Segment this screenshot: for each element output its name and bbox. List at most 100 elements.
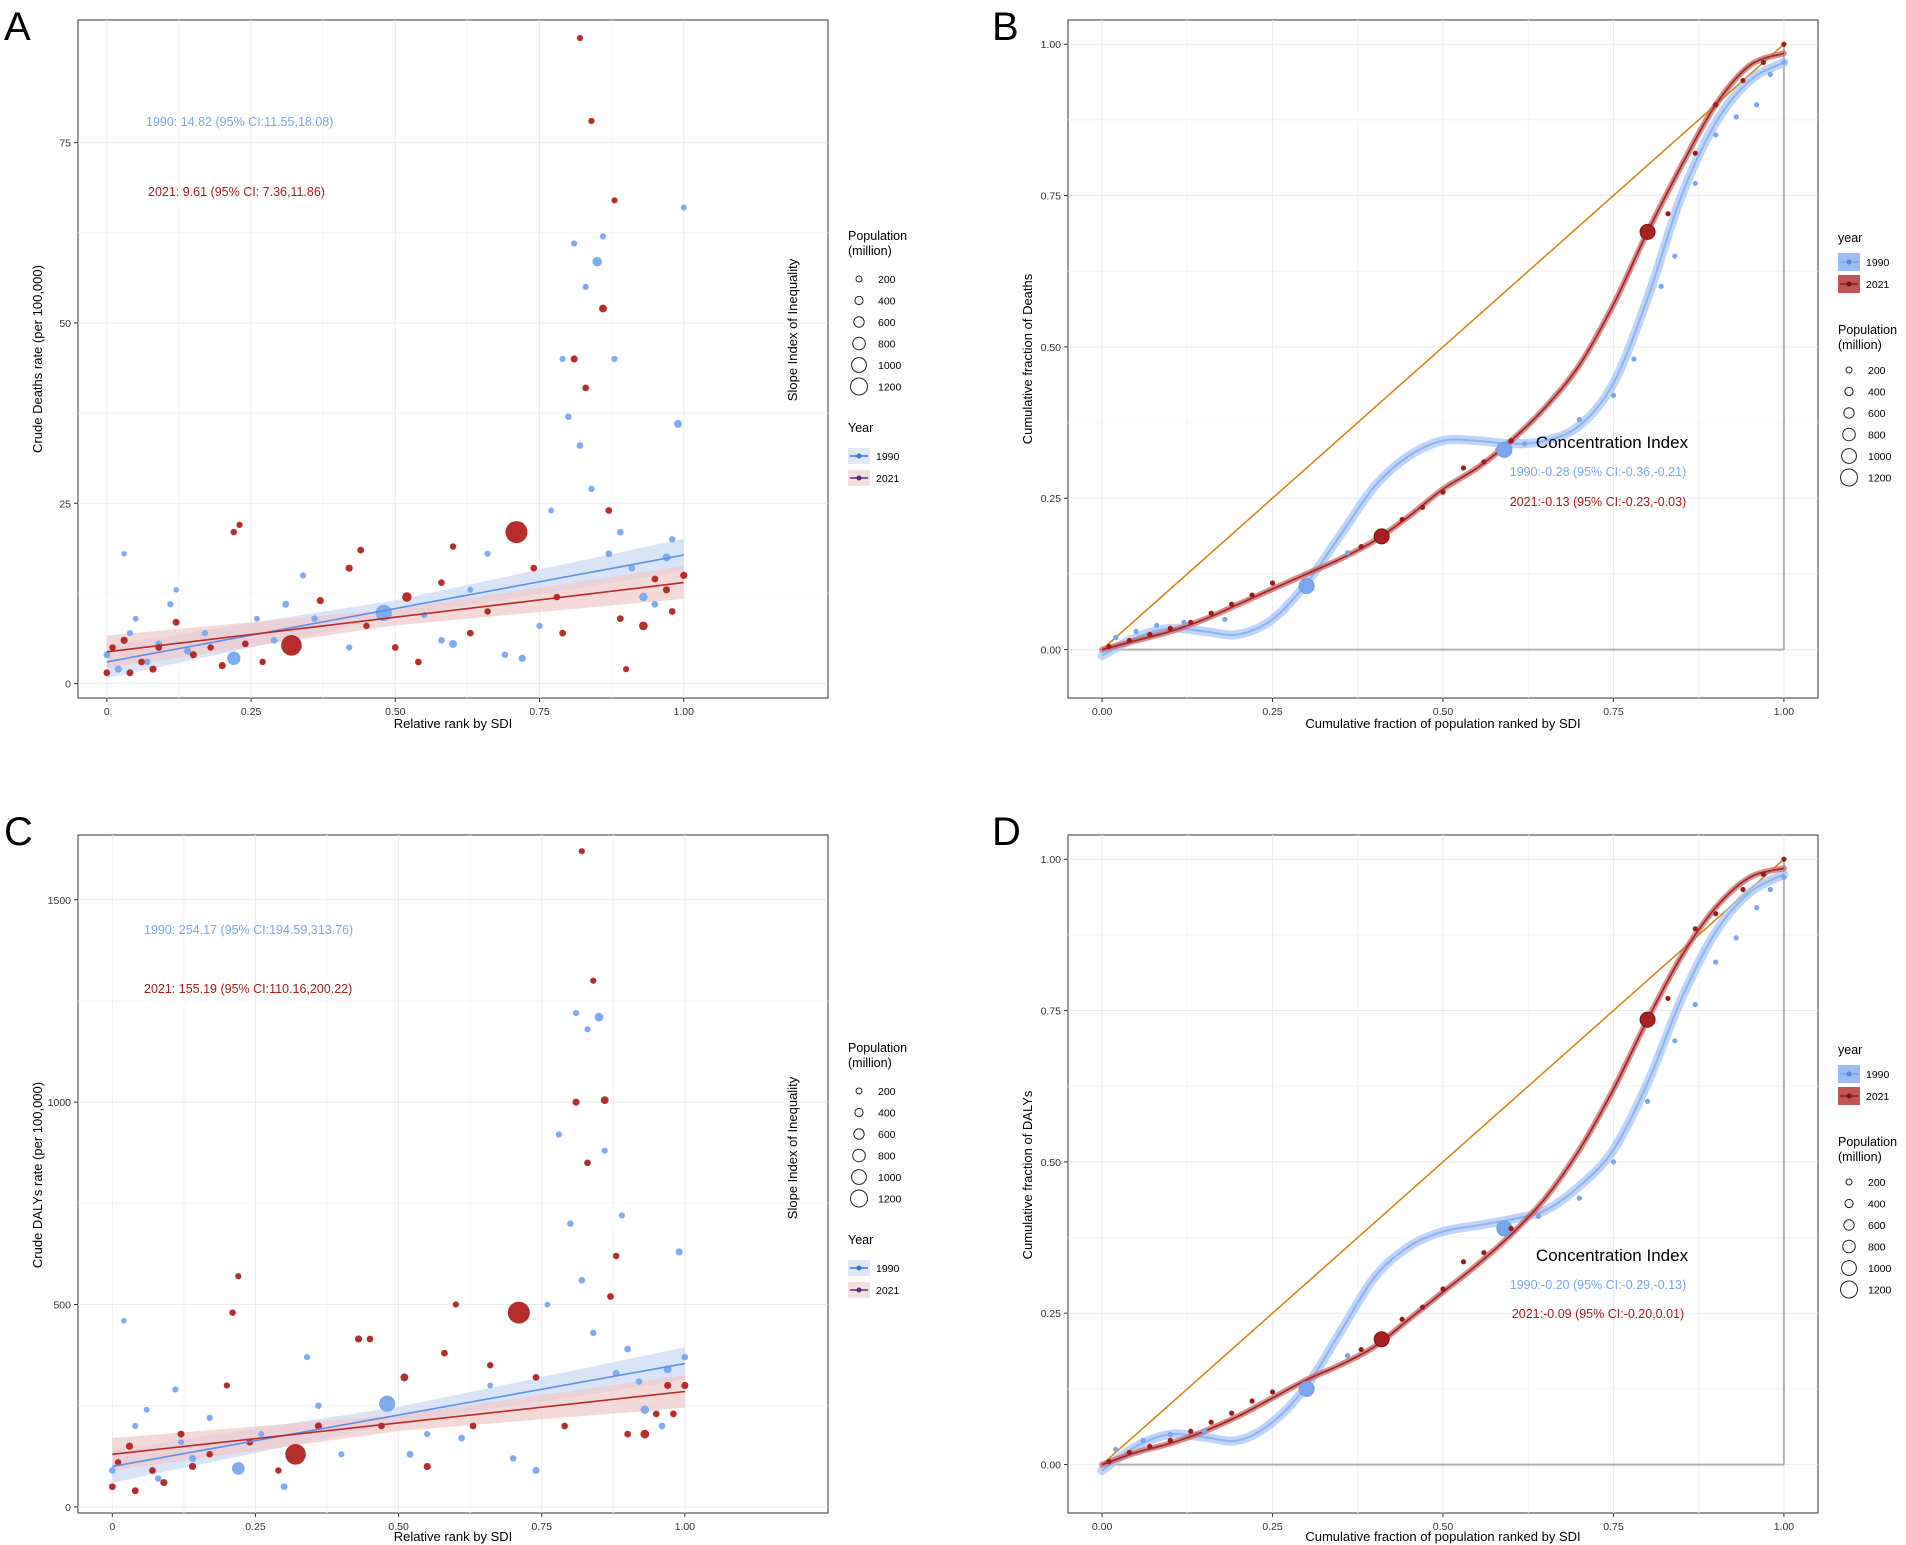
regression-line-1990 xyxy=(112,1362,686,1468)
legend-d-year-2021: 2021 xyxy=(1838,1087,1890,1105)
D-xtick-label: 1.00 xyxy=(1774,1521,1795,1533)
point-2021 xyxy=(622,666,630,673)
point-2021 xyxy=(640,1429,650,1439)
point-2021 xyxy=(1358,544,1364,550)
point-1990 xyxy=(1610,1159,1617,1165)
point-2021 xyxy=(189,651,197,659)
legend-a-dot-2021 xyxy=(856,475,862,481)
point-1990 xyxy=(532,1466,540,1475)
size-legend-circle xyxy=(851,1169,867,1185)
C-xtick-label: 0 xyxy=(109,1521,115,1533)
point-2021 xyxy=(415,658,422,666)
size-legend-label: 1000 xyxy=(1868,1263,1892,1275)
point-2021 xyxy=(230,528,238,536)
point-1990 xyxy=(1713,959,1719,965)
point-1990 xyxy=(1692,180,1698,187)
point-2021 xyxy=(1740,886,1746,893)
point-large-2021 xyxy=(1639,1011,1656,1028)
point-2021 xyxy=(452,1301,459,1308)
point-1990 xyxy=(680,204,687,211)
legend-d-year-title: year xyxy=(1838,1043,1862,1057)
panel-a-regression-lines xyxy=(106,554,684,663)
point-2021 xyxy=(590,977,597,984)
point-2021 xyxy=(624,1430,631,1438)
C-xtick-label: 0.50 xyxy=(388,1521,409,1533)
regression-line-1990 xyxy=(106,554,684,663)
legend-b-dot-2021 xyxy=(1846,281,1852,287)
point-2021 xyxy=(680,571,688,579)
point-1990 xyxy=(628,564,636,572)
size-legend-circle xyxy=(855,1087,863,1095)
point-2021 xyxy=(681,1381,689,1390)
point-2021 xyxy=(1508,1225,1514,1232)
size-legend-label: 800 xyxy=(1868,430,1886,442)
point-1990 xyxy=(121,550,127,557)
panel-b-curves xyxy=(1097,50,1789,661)
point-2021 xyxy=(605,507,613,514)
point-1990 xyxy=(484,550,491,557)
point-2021 xyxy=(507,1301,530,1324)
panel-c-annotation-1990: 1990: 254.17 (95% CI:194.59,313.76) xyxy=(144,923,353,937)
point-1990 xyxy=(555,1131,563,1138)
point-2021 xyxy=(1440,1286,1446,1292)
point-2021 xyxy=(103,669,111,677)
point-1990 xyxy=(1610,392,1617,398)
point-2021 xyxy=(469,1422,477,1430)
point-1990 xyxy=(1644,1098,1651,1104)
point-2021 xyxy=(229,1309,236,1316)
panel-a-annotation-1990: 1990: 14.82 (95% CI:11.55,18.08) xyxy=(146,115,333,129)
point-1990 xyxy=(594,1012,604,1022)
point-2021 xyxy=(1106,643,1112,650)
point-2021 xyxy=(218,661,226,670)
panel-d-x-axis-title: Cumulative fraction of population ranked… xyxy=(1305,1529,1580,1544)
point-2021 xyxy=(668,608,676,615)
point-1990 xyxy=(639,592,648,602)
point-1990 xyxy=(567,1220,574,1227)
point-1990 xyxy=(172,1386,179,1393)
point-1990 xyxy=(674,419,682,428)
point-2021 xyxy=(259,658,266,666)
point-1990 xyxy=(201,629,209,637)
legend-a-sizes: 200 400 600 800 1000 1200 xyxy=(850,274,902,396)
panel-d-ci-title: Concentration Index xyxy=(1536,1246,1689,1265)
point-1990 xyxy=(303,1354,311,1361)
size-legend-label: 400 xyxy=(1868,1199,1886,1211)
point-1990 xyxy=(618,1212,626,1219)
point-2021 xyxy=(357,546,365,554)
point-1990 xyxy=(1658,283,1664,289)
D-ytick-label: 0.75 xyxy=(1041,1006,1062,1018)
legend-c-label-2021: 2021 xyxy=(876,1285,900,1297)
point-2021 xyxy=(1665,211,1671,217)
regression-line-2021 xyxy=(106,581,684,653)
point-2021 xyxy=(1665,995,1671,1002)
point-1990 xyxy=(675,1248,683,1256)
legend-c-pop-title-2: (million) xyxy=(848,1056,892,1070)
D-xtick-label: 0.50 xyxy=(1433,1521,1454,1533)
point-2021 xyxy=(559,629,566,637)
legend-a-pop-title-2: (million) xyxy=(848,244,892,258)
point-1990 xyxy=(635,1378,643,1385)
point-2021 xyxy=(1692,150,1698,156)
C-ytick-label: 500 xyxy=(53,1300,71,1312)
legend-a-label-1990: 1990 xyxy=(876,451,900,463)
point-2021 xyxy=(1249,1398,1255,1404)
size-legend-label: 600 xyxy=(1868,408,1886,420)
point-2021 xyxy=(1358,1346,1364,1353)
point-2021 xyxy=(588,117,595,125)
size-legend-label: 200 xyxy=(1868,365,1886,377)
point-1990 xyxy=(126,629,134,637)
size-legend-circle xyxy=(1842,1239,1856,1254)
point-2021 xyxy=(486,1362,494,1369)
D-ytick-label: 1.00 xyxy=(1041,854,1062,866)
point-1990 xyxy=(173,587,179,593)
point-2021 xyxy=(561,1422,569,1430)
point-1990 xyxy=(1201,1428,1207,1434)
legend-a-label-2021: 2021 xyxy=(876,473,900,485)
legend-b-year-title: year xyxy=(1838,231,1862,245)
panel-a-x-axis-title: Relative rank by SDI xyxy=(394,716,513,731)
point-2021 xyxy=(1713,102,1719,108)
point-1990 xyxy=(375,604,392,622)
panel-b-ticks: 0.00 0.25 0.50 0.75 1.00 0.00 0.25 0.50 0.75 1.00 xyxy=(1041,39,1795,718)
point-2021 xyxy=(120,636,128,644)
point-1990 xyxy=(315,1402,322,1409)
